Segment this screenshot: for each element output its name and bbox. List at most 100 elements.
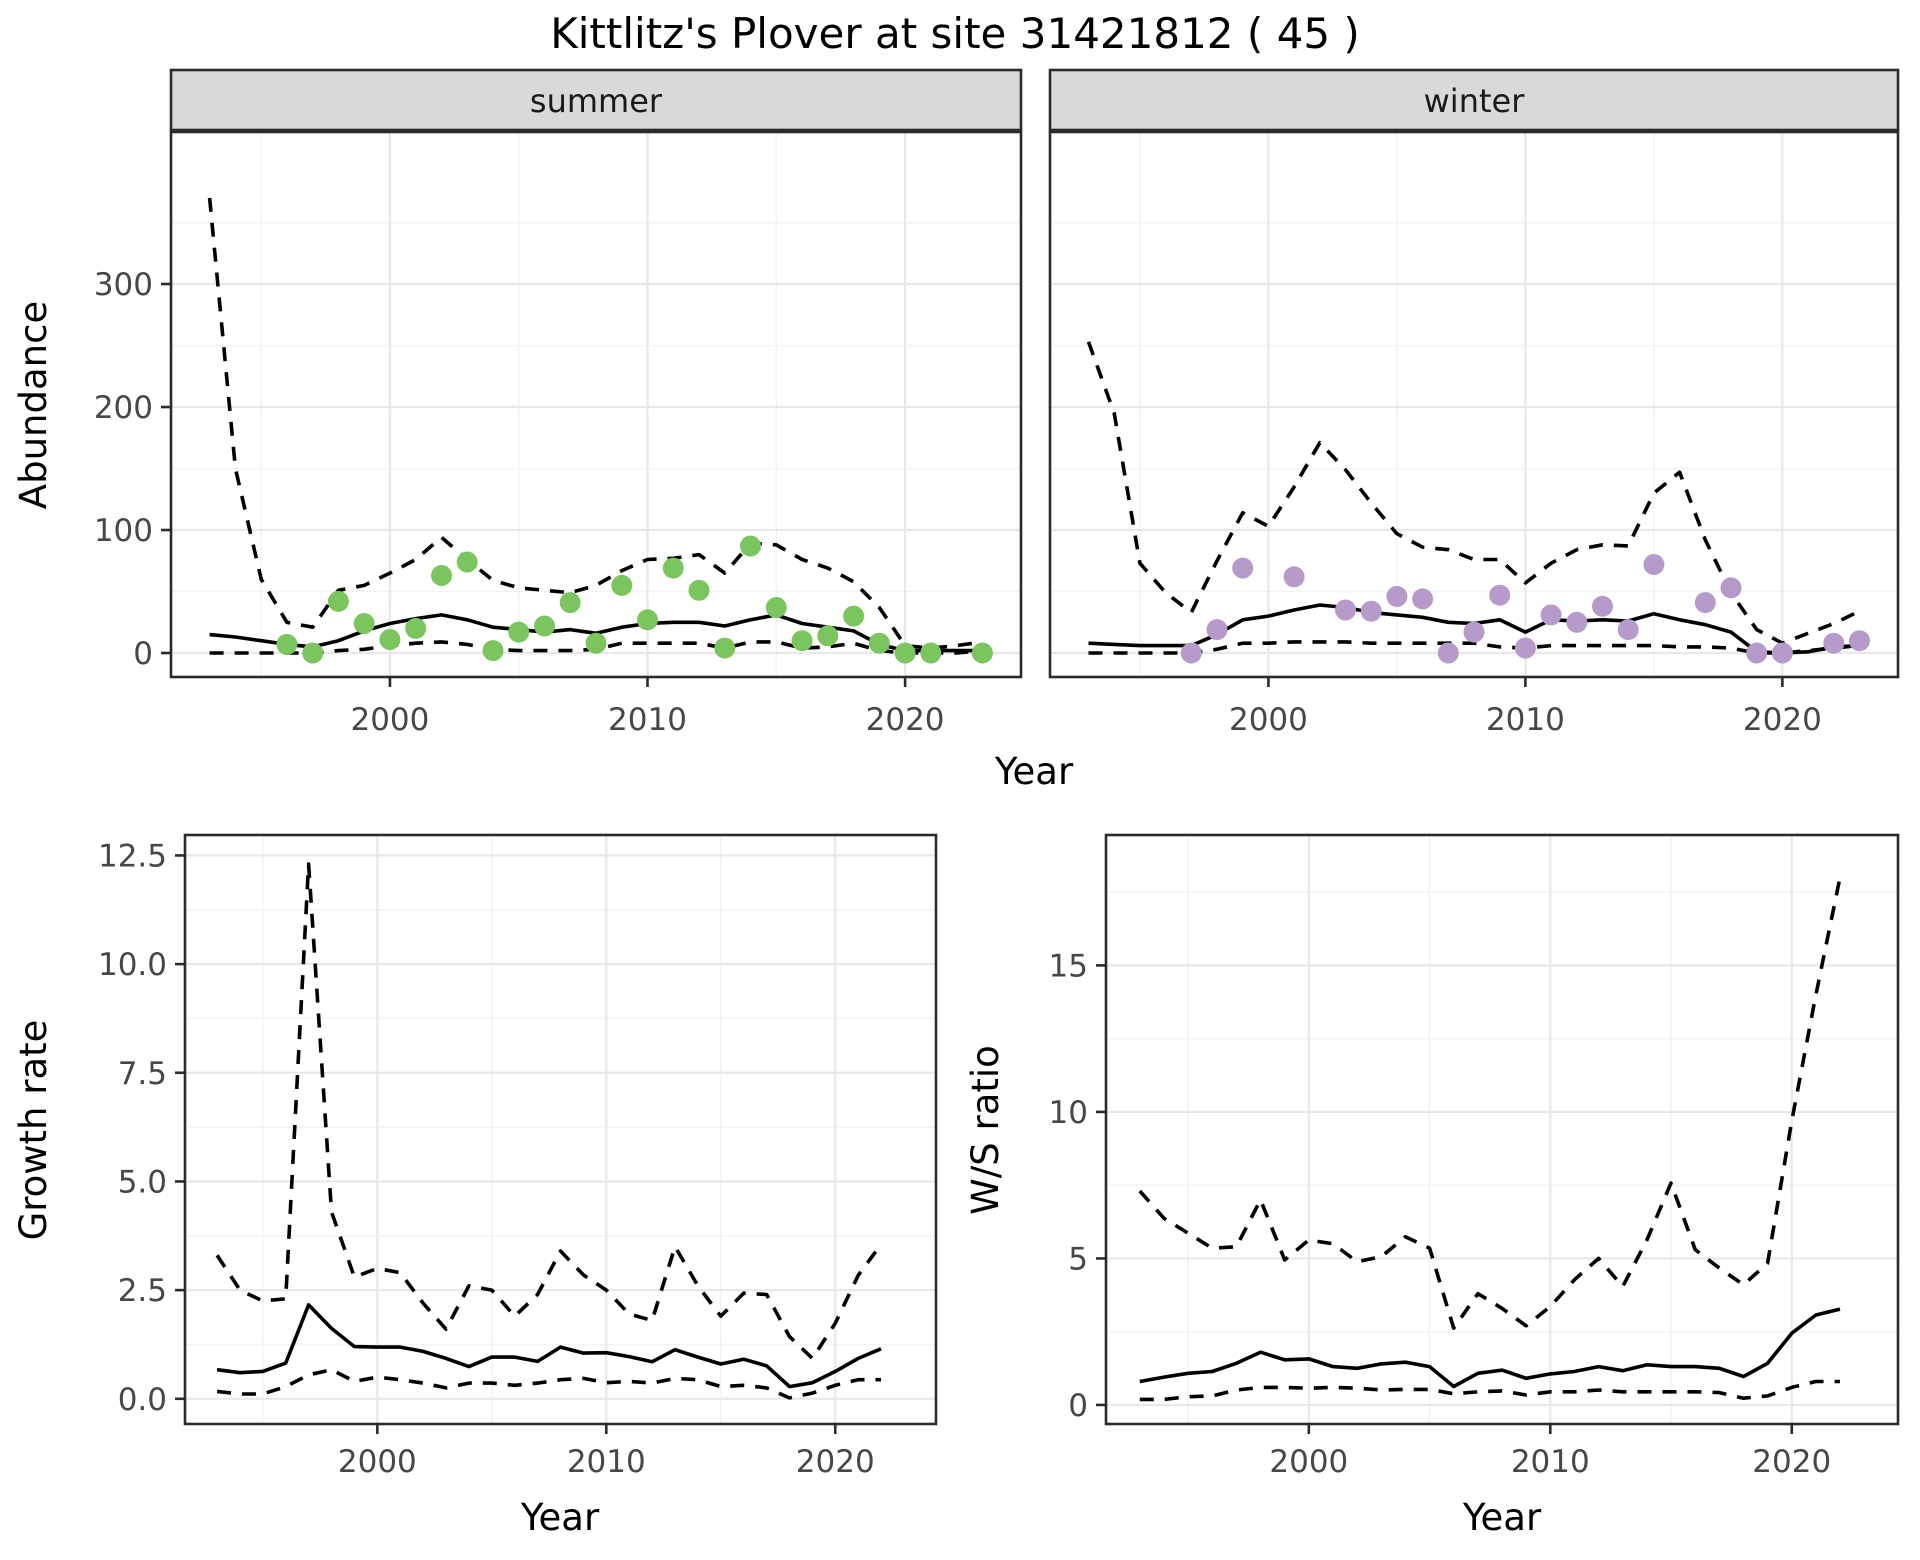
series-lower_ci bbox=[1139, 1379, 1840, 1402]
data-point bbox=[559, 592, 581, 614]
data-point bbox=[456, 551, 478, 573]
y-axis-title-growth-rate: Growth rate bbox=[12, 1020, 55, 1241]
data-point bbox=[1206, 619, 1228, 641]
data-point bbox=[920, 642, 942, 664]
data-point bbox=[276, 633, 298, 655]
data-point bbox=[868, 632, 890, 654]
data-point bbox=[1771, 642, 1793, 664]
x-tick-label: 2010 bbox=[567, 1444, 646, 1480]
x-tick-label: 2000 bbox=[1269, 1444, 1348, 1480]
panel-abundance-summer: 2000 2010 2020 0 100 200 300 bbox=[94, 68, 1023, 738]
panel-growth-rate: 2000 2010 2020 0.0 2.5 5.0 7.5 10.0 12.5 bbox=[98, 833, 938, 1480]
data-point bbox=[765, 597, 787, 618]
chart-title: Kittlitz's Plover at site 31421812 ( 45 … bbox=[550, 9, 1360, 58]
y-axis-title-ws-ratio: W/S ratio bbox=[964, 1045, 1007, 1215]
data-point bbox=[353, 613, 375, 634]
data-point bbox=[637, 609, 658, 631]
series-upper_ci bbox=[1138, 877, 1842, 1330]
data-point bbox=[894, 642, 916, 664]
y-tick-label: 10 bbox=[1049, 1095, 1088, 1131]
data-point bbox=[327, 590, 349, 612]
data-point bbox=[431, 565, 452, 586]
x-tick-label: 2020 bbox=[1752, 1444, 1831, 1480]
data-point bbox=[1386, 585, 1408, 607]
y-tick-label: 0 bbox=[133, 636, 153, 672]
y-tick-label: 10.0 bbox=[98, 947, 167, 983]
y-tick-label: 5.0 bbox=[118, 1164, 167, 1200]
x-tick-label: 2010 bbox=[608, 702, 687, 738]
series-median bbox=[216, 1303, 882, 1389]
data-point bbox=[534, 615, 555, 637]
points-abundance-winter bbox=[1180, 554, 1870, 664]
data-point bbox=[585, 632, 607, 654]
x-tick-label: 2000 bbox=[350, 702, 429, 738]
data-point bbox=[1617, 619, 1639, 641]
y-tick-label: 2.5 bbox=[118, 1273, 167, 1309]
panel-border bbox=[169, 130, 1023, 679]
series-upper_ci bbox=[215, 862, 883, 1361]
panel-abundance-winter: 2000 2010 2020 bbox=[1048, 68, 1900, 738]
data-point bbox=[1180, 642, 1202, 664]
data-point bbox=[1335, 599, 1356, 621]
facet-label-summer: summer bbox=[530, 82, 663, 120]
data-point bbox=[843, 605, 865, 627]
data-point bbox=[1540, 604, 1562, 626]
data-point bbox=[405, 617, 427, 639]
data-point bbox=[714, 637, 736, 659]
data-point bbox=[688, 579, 710, 601]
y-axis-title-abundance: Abundance bbox=[12, 301, 55, 509]
data-point bbox=[662, 557, 684, 579]
data-point bbox=[1232, 557, 1254, 579]
data-point bbox=[379, 629, 401, 650]
data-point bbox=[1643, 554, 1665, 575]
panel-border bbox=[183, 833, 938, 1426]
x-axis-title-growth-year: Year bbox=[520, 1496, 600, 1539]
data-point bbox=[791, 630, 813, 652]
data-point bbox=[611, 574, 633, 596]
series-lower_ci bbox=[1088, 640, 1860, 655]
data-point bbox=[1360, 600, 1382, 622]
chart-labels: Kittlitz's Plover at site 31421812 ( 45 … bbox=[12, 9, 1542, 1539]
data-point bbox=[740, 535, 761, 557]
x-tick-label: 2000 bbox=[338, 1444, 417, 1480]
y-tick-label: 15 bbox=[1049, 948, 1088, 984]
data-point bbox=[302, 642, 324, 664]
x-tick-label: 2010 bbox=[1511, 1444, 1590, 1480]
points-abundance-summer bbox=[276, 535, 993, 664]
x-axis-title-top-year: Year bbox=[994, 750, 1074, 793]
series-upper_ci bbox=[207, 197, 983, 650]
data-point bbox=[1720, 577, 1742, 599]
y-tick-label: 0.0 bbox=[118, 1382, 167, 1418]
panel-border bbox=[1104, 833, 1900, 1426]
x-tick-label: 2020 bbox=[796, 1444, 875, 1480]
data-point bbox=[1592, 595, 1613, 617]
series-median bbox=[1139, 1307, 1841, 1389]
panel-border bbox=[1048, 130, 1900, 679]
y-tick-label: 12.5 bbox=[98, 838, 167, 874]
x-tick-label: 2020 bbox=[1743, 702, 1822, 738]
data-point bbox=[482, 640, 504, 662]
facet-strip bbox=[1048, 68, 1900, 132]
y-tick-label: 7.5 bbox=[118, 1056, 167, 1092]
data-point bbox=[508, 621, 530, 643]
y-tick-label: 200 bbox=[94, 390, 153, 426]
y-tick-label: 300 bbox=[94, 267, 153, 303]
data-point bbox=[1489, 584, 1511, 606]
y-tick-label: 5 bbox=[1068, 1241, 1088, 1277]
x-axis-title-ws-year: Year bbox=[1462, 1496, 1542, 1539]
x-tick-label: 2010 bbox=[1486, 702, 1565, 738]
facet-label-winter: winter bbox=[1424, 82, 1526, 120]
data-point bbox=[1849, 630, 1870, 652]
panel-ws-ratio: 2000 2010 2020 0 5 10 15 bbox=[1049, 833, 1900, 1480]
x-tick-label: 2020 bbox=[866, 702, 945, 738]
data-point bbox=[1746, 642, 1768, 664]
y-tick-label: 0 bbox=[1068, 1388, 1088, 1424]
facet-strip bbox=[169, 68, 1023, 132]
series-lower_ci bbox=[216, 1367, 881, 1400]
series-upper_ci bbox=[1086, 341, 1861, 645]
data-point bbox=[971, 642, 993, 664]
x-tick-label: 2000 bbox=[1229, 702, 1308, 738]
data-point bbox=[1437, 642, 1459, 664]
y-tick-label: 100 bbox=[94, 513, 153, 549]
